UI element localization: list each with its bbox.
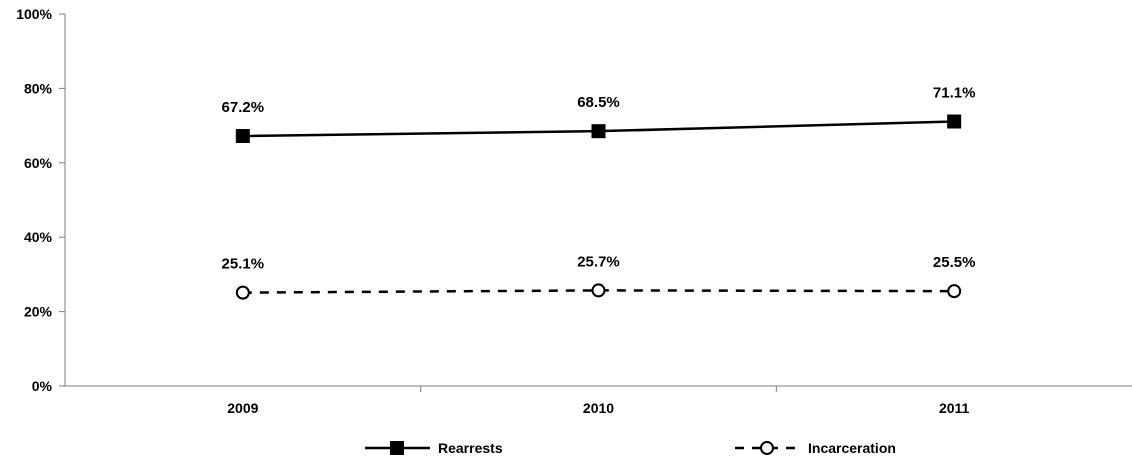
legend-item-incarceration: Incarceration [735,440,896,456]
data-point-rearrests [235,129,250,144]
series-layer: 67.2% 68.5% 71.1% 25.1% 25.7% 25.5% [222,85,976,300]
series-incarceration: 25.1% 25.7% 25.5% [222,253,976,300]
x-tick-label: 2010 [583,400,614,416]
data-label-rearrests: 71.1% [933,85,976,102]
x-tick-label: 2011 [939,400,970,416]
chart-axes [64,14,1132,387]
data-point-incarceration [235,285,250,300]
legend-label: Rearrests [438,440,503,456]
y-tick-label: 60% [24,155,53,171]
data-label-incarceration: 25.1% [222,256,265,273]
legend: Rearrests Incarceration [365,440,896,456]
legend-swatch-marker [760,441,774,455]
data-point-rearrests [947,114,962,129]
legend-label: Incarceration [808,440,896,456]
y-tick-label: 20% [24,304,53,320]
x-ticks: 2009 2010 2011 [227,386,970,416]
series-rearrests: 67.2% 68.5% 71.1% [222,85,976,144]
y-tick-label: 100% [16,6,52,22]
y-tick-label: 80% [24,80,53,96]
data-label-rearrests: 68.5% [577,94,620,111]
legend-swatch-marker [390,441,404,455]
y-tick-label: 40% [24,229,53,245]
data-label-rearrests: 67.2% [222,99,265,116]
y-ticks: 0% 20% 40% 60% 80% 100% [16,6,65,394]
y-tick-label: 0% [32,378,53,394]
data-point-rearrests [591,124,606,139]
data-label-incarceration: 25.7% [577,253,620,270]
data-label-incarceration: 25.5% [933,254,976,271]
x-tick-label: 2009 [227,400,258,416]
data-point-incarceration [591,283,606,298]
data-point-incarceration [947,284,962,299]
legend-item-rearrests: Rearrests [365,440,503,456]
